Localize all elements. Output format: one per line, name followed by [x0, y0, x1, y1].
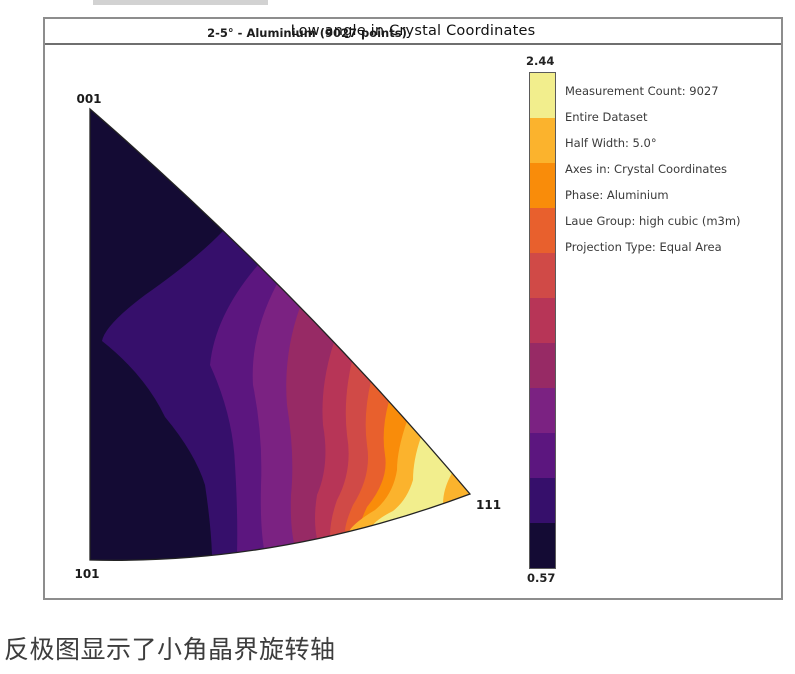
- ipf-triangle-plot: 001 101 111: [74, 92, 501, 581]
- corner-label-111: 111: [476, 498, 501, 512]
- colorbar-band: [530, 163, 555, 208]
- colorbar-band: [530, 478, 555, 523]
- legend-line: Half Width: 5.0°: [565, 136, 657, 150]
- colorbar-max-label: 2.44: [526, 54, 555, 68]
- legend-line: Phase: Aluminium: [565, 188, 669, 202]
- corner-label-101: 101: [74, 567, 99, 581]
- figure-title: Low angle in Crystal Coordinates: [290, 23, 536, 39]
- figure-frame: Low angle in Crystal Coordinates 2-5° - …: [43, 17, 783, 600]
- colorbar-band: [530, 298, 555, 343]
- colorbar-band: [530, 388, 555, 433]
- caption-text: 反极图显示了小角晶界旋转轴: [4, 635, 336, 664]
- triangle-outline: [89, 107, 472, 561]
- corner-label-001: 001: [76, 92, 101, 106]
- colorbar-band: [530, 523, 555, 568]
- legend-line: Measurement Count: 9027: [565, 84, 719, 98]
- colorbar-band: [530, 253, 555, 298]
- colorbar-band: [530, 118, 555, 163]
- legend-block: Measurement Count: 9027 Entire Dataset H…: [565, 78, 741, 260]
- legend-line: Laue Group: high cubic (m3m): [565, 214, 741, 228]
- colorbar-band: [530, 343, 555, 388]
- top-edge-artifact: [93, 0, 268, 5]
- figure-title-bar: Low angle in Crystal Coordinates: [45, 19, 781, 45]
- colorbar-band: [530, 73, 555, 118]
- plot-subtitle: 2-5° - Aluminium (9027 points): [207, 26, 407, 40]
- colorbar: [529, 72, 556, 569]
- colorbar-band: [530, 208, 555, 253]
- colorbar-band: [530, 433, 555, 478]
- legend-line: Projection Type: Equal Area: [565, 240, 722, 254]
- legend-line: Axes in: Crystal Coordinates: [565, 162, 728, 176]
- colorbar-min-label: 0.57: [527, 571, 556, 585]
- legend-line: Entire Dataset: [565, 110, 648, 124]
